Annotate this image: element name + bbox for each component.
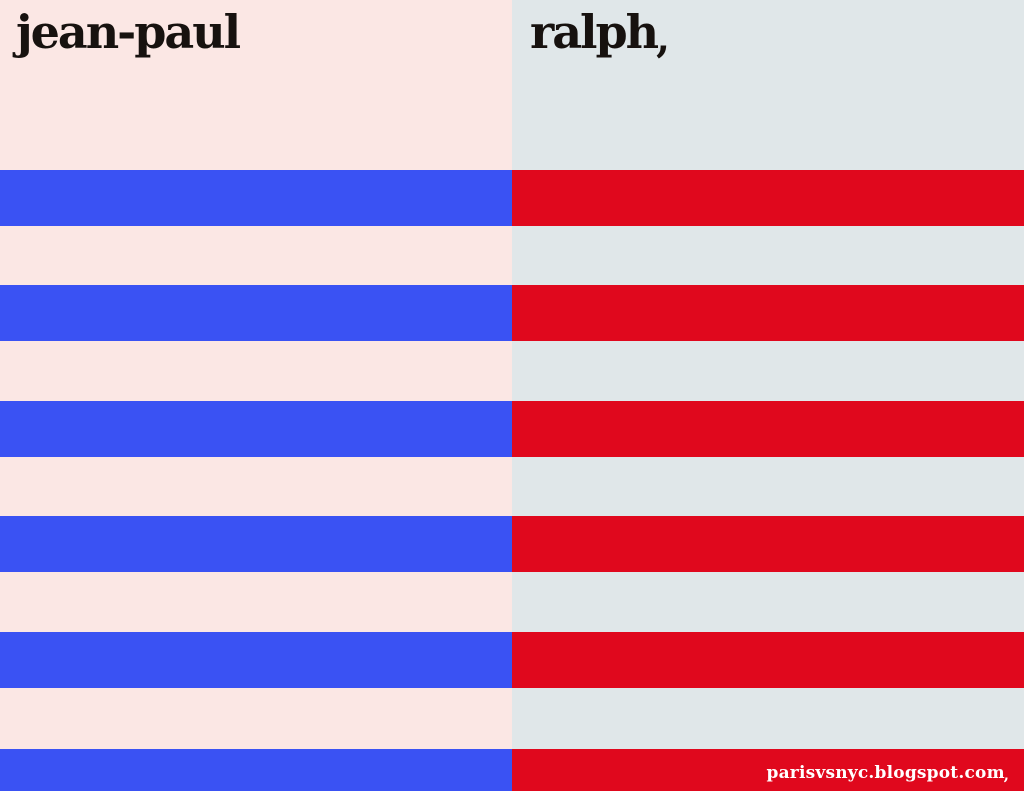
watermark-text: parisvsnyc.blogspot.com	[766, 763, 1005, 783]
stripe	[0, 749, 512, 791]
panel-ralph: ralph,	[512, 0, 1024, 791]
stripe	[512, 401, 1024, 457]
right-title: ralph,	[530, 4, 671, 62]
stripe	[0, 401, 512, 457]
right-title-text: ralph	[530, 5, 659, 59]
stripe	[512, 632, 1024, 688]
stripe	[0, 285, 512, 341]
watermark: parisvsnyc.blogspot.com,	[766, 763, 1011, 784]
stripe	[0, 170, 512, 226]
watermark-flourish: ,	[1003, 766, 1009, 784]
stripe	[512, 170, 1024, 226]
panel-jean-paul: jean-paul	[0, 0, 512, 791]
right-title-flourish: ,	[656, 15, 671, 62]
stripe	[512, 285, 1024, 341]
stripe	[512, 749, 1024, 791]
left-title: jean-paul	[16, 5, 241, 59]
stripe	[0, 516, 512, 572]
stripe	[0, 632, 512, 688]
stripe	[512, 516, 1024, 572]
